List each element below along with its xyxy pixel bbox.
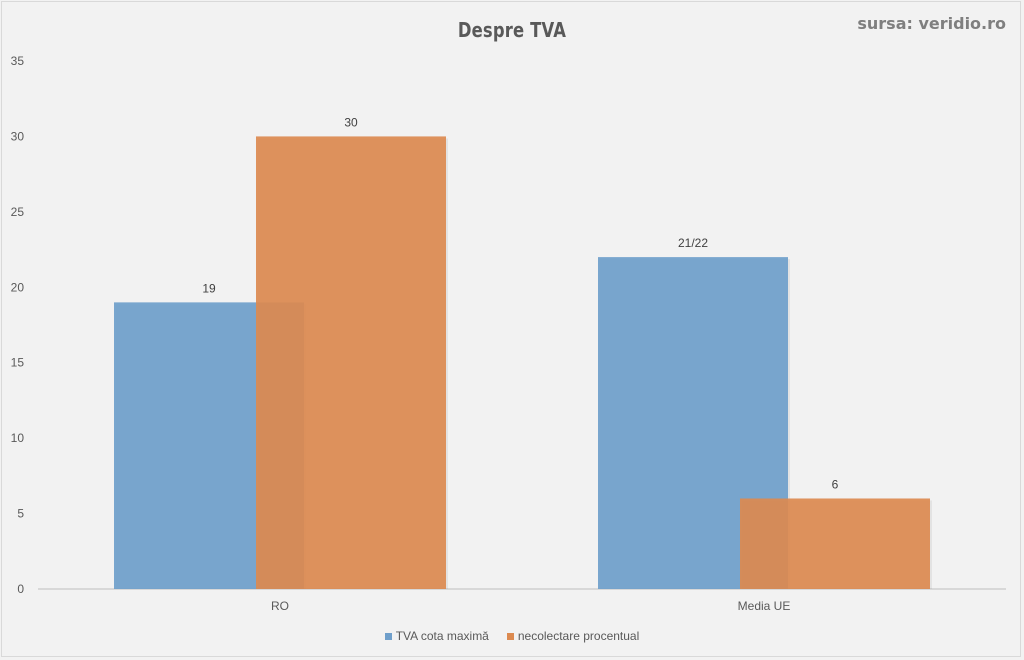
y-tick-label: 30 xyxy=(11,129,25,143)
y-tick-label: 20 xyxy=(11,280,25,294)
source-label: sursa: veridio.ro xyxy=(857,14,1006,33)
legend-label-necolectare: necolectare procentual xyxy=(517,629,640,643)
data-label: 21/22 xyxy=(678,236,708,250)
y-tick-label: 35 xyxy=(11,54,25,68)
y-tick-label: 0 xyxy=(17,582,24,596)
legend-item-necolectare: necolectare procentual xyxy=(506,629,640,643)
x-tick-label: Media UE xyxy=(738,599,791,613)
bar-necolectare-ro xyxy=(256,136,446,589)
legend-swatch-necolectare xyxy=(506,632,514,640)
y-tick-label: 15 xyxy=(11,356,25,370)
x-tick-label: RO xyxy=(271,599,289,613)
y-tick-label: 5 xyxy=(17,507,24,521)
bar-necolectare-media-ue xyxy=(740,498,930,589)
legend-swatch-tva xyxy=(384,632,392,640)
data-label: 6 xyxy=(832,477,839,491)
y-tick-label: 10 xyxy=(11,431,25,445)
data-label: 30 xyxy=(344,115,358,129)
y-tick-label: 25 xyxy=(11,205,25,219)
data-label: 19 xyxy=(202,281,216,295)
legend: TVA cota maximă necolectare procentual xyxy=(0,629,1024,643)
legend-item-tva: TVA cota maximă xyxy=(384,629,489,643)
chart-title: Despre TVA xyxy=(457,18,567,42)
legend-label-tva: TVA cota maximă xyxy=(395,629,489,643)
